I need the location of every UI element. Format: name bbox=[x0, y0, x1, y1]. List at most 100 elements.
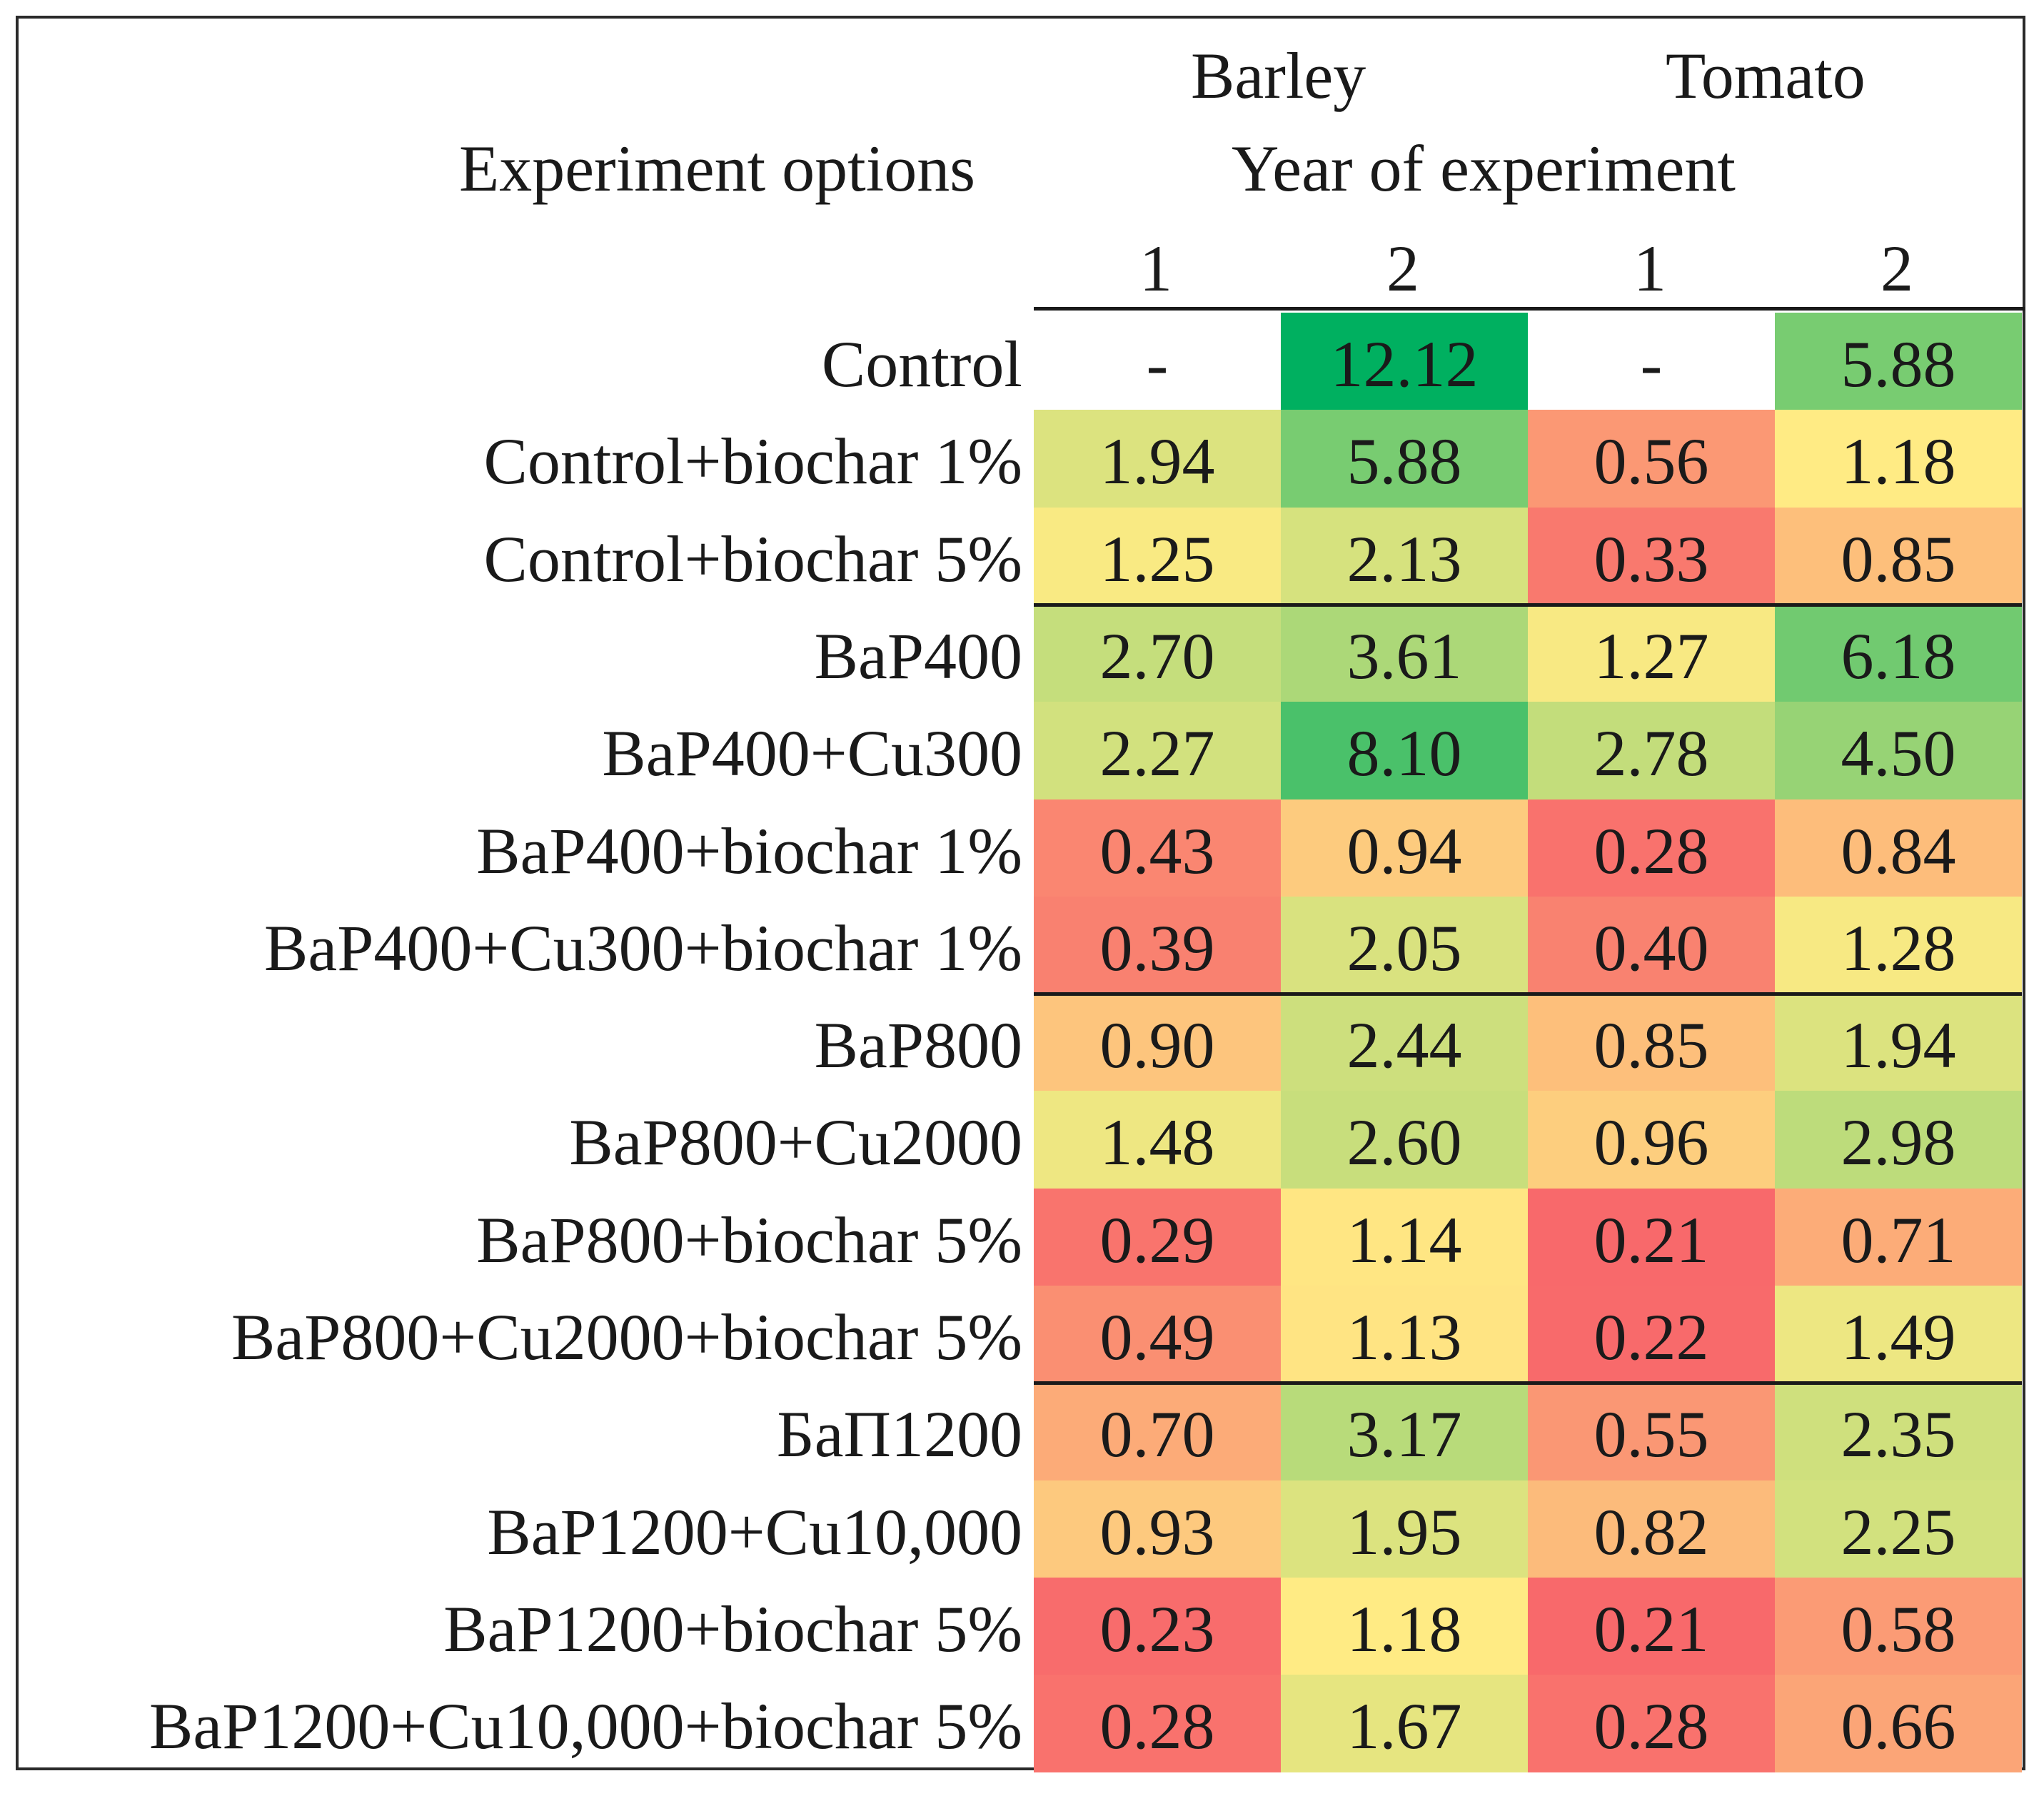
cell-value: 1.95 bbox=[1346, 1495, 1462, 1568]
header-rule bbox=[1034, 307, 2025, 311]
heatmap-cell: 0.28 bbox=[1528, 799, 1775, 897]
heatmap-cell: 4.50 bbox=[1775, 702, 2022, 799]
heatmap-cell: 2.78 bbox=[1528, 702, 1775, 799]
row-label: BaP800 bbox=[814, 1009, 1022, 1082]
heatmap-cell: 5.88 bbox=[1775, 313, 2022, 410]
row-label: BaP1200+Cu10,000+biochar 5% bbox=[149, 1690, 1022, 1763]
heatmap-cell: 0.85 bbox=[1528, 994, 1775, 1091]
heatmap-cell: - bbox=[1034, 313, 1281, 410]
heatmap-cell: 1.28 bbox=[1775, 896, 2022, 994]
heatmap-cell: 0.66 bbox=[1775, 1675, 2022, 1772]
heatmap-cell: 2.27 bbox=[1034, 702, 1281, 799]
cell-value: 0.93 bbox=[1099, 1495, 1215, 1568]
heatmap-cell: 0.28 bbox=[1528, 1675, 1775, 1772]
cell-value: - bbox=[1146, 328, 1169, 400]
cell-value: 4.50 bbox=[1841, 717, 1956, 790]
heatmap-cell: 0.40 bbox=[1528, 896, 1775, 994]
cell-value: 0.90 bbox=[1099, 1009, 1215, 1082]
row-label: БаП1200 bbox=[776, 1398, 1022, 1471]
cell-value: 1.94 bbox=[1099, 425, 1215, 498]
cell-value: 0.21 bbox=[1594, 1203, 1709, 1276]
cell-value: 0.58 bbox=[1841, 1592, 1956, 1665]
cell-value: 0.40 bbox=[1594, 911, 1709, 984]
group-separator bbox=[1034, 992, 2022, 997]
cell-value: 1.48 bbox=[1099, 1106, 1215, 1179]
heatmap-cell: 1.94 bbox=[1034, 410, 1281, 508]
heatmap-cell: 0.56 bbox=[1528, 410, 1775, 508]
row-label: BaP800+Cu2000 bbox=[569, 1106, 1022, 1179]
cell-value: 0.56 bbox=[1594, 425, 1709, 498]
heatmap-cell: 0.49 bbox=[1034, 1286, 1281, 1383]
heatmap-cell: 0.22 bbox=[1528, 1286, 1775, 1383]
heatmap-cell: 0.96 bbox=[1528, 1091, 1775, 1189]
heatmap-cell: 0.94 bbox=[1281, 799, 1528, 897]
heatmap-cell: 3.61 bbox=[1281, 604, 1528, 702]
cell-value: 1.28 bbox=[1841, 911, 1956, 984]
heatmap-cell: 1.27 bbox=[1528, 604, 1775, 702]
heatmap-cell: 1.25 bbox=[1034, 507, 1281, 605]
heatmap-cell: 0.55 bbox=[1528, 1383, 1775, 1481]
cell-value: 5.88 bbox=[1346, 425, 1462, 498]
cell-value: 2.70 bbox=[1099, 619, 1215, 692]
cell-value: 1.67 bbox=[1346, 1690, 1462, 1763]
cell-value: 0.33 bbox=[1594, 522, 1709, 595]
row-label: BaP400 bbox=[814, 619, 1022, 692]
heatmap-cell: 2.25 bbox=[1775, 1480, 2022, 1578]
cell-value: 0.84 bbox=[1841, 814, 1956, 887]
cell-value: 2.44 bbox=[1346, 1009, 1462, 1082]
cell-value: - bbox=[1640, 328, 1663, 400]
cell-value: 1.14 bbox=[1346, 1203, 1462, 1276]
year-label: 2 bbox=[1386, 232, 1419, 305]
heatmap-cell: 6.18 bbox=[1775, 604, 2022, 702]
heatmap-cell: 3.17 bbox=[1281, 1383, 1528, 1481]
row-label: Control bbox=[821, 328, 1022, 400]
heatmap-cell: 0.82 bbox=[1528, 1480, 1775, 1578]
cell-value: 0.85 bbox=[1594, 1009, 1709, 1082]
heatmap-cell: 0.29 bbox=[1034, 1188, 1281, 1286]
row-label: BaP400+Cu300 bbox=[602, 717, 1022, 790]
heatmap-cell: 1.18 bbox=[1281, 1577, 1528, 1675]
heatmap-cell: 1.94 bbox=[1775, 994, 2022, 1091]
row-label: Control+biochar 1% bbox=[483, 425, 1022, 498]
heatmap-cell: 0.93 bbox=[1034, 1480, 1281, 1578]
cell-value: 0.28 bbox=[1594, 1690, 1709, 1763]
heatmap-cell: 2.35 bbox=[1775, 1383, 2022, 1481]
cell-value: 0.28 bbox=[1594, 814, 1709, 887]
cell-value: 12.12 bbox=[1330, 328, 1479, 400]
cell-value: 3.17 bbox=[1346, 1398, 1462, 1471]
cell-value: 2.27 bbox=[1099, 717, 1215, 790]
heatmap-cell: 8.10 bbox=[1281, 702, 1528, 799]
cell-value: 0.85 bbox=[1841, 522, 1956, 595]
group-separator bbox=[1034, 602, 2022, 607]
cell-value: 0.70 bbox=[1099, 1398, 1215, 1471]
cell-value: 0.29 bbox=[1099, 1203, 1215, 1276]
heatmap-cell: 0.85 bbox=[1775, 507, 2022, 605]
heatmap-cell: 0.70 bbox=[1034, 1383, 1281, 1481]
cell-value: 2.05 bbox=[1346, 911, 1462, 984]
heatmap-cell: 0.23 bbox=[1034, 1577, 1281, 1675]
heatmap-cell: 5.88 bbox=[1281, 410, 1528, 508]
heatmap-cell: 1.14 bbox=[1281, 1188, 1528, 1286]
cell-value: 0.71 bbox=[1841, 1203, 1956, 1276]
cell-value: 8.10 bbox=[1346, 717, 1462, 790]
cell-value: 1.49 bbox=[1841, 1301, 1956, 1373]
year-label: 1 bbox=[1139, 232, 1172, 305]
heatmap-cell: 2.98 bbox=[1775, 1091, 2022, 1189]
heatmap-cell: 1.48 bbox=[1034, 1091, 1281, 1189]
row-label: Control+biochar 5% bbox=[483, 522, 1022, 595]
cell-value: 0.49 bbox=[1099, 1301, 1215, 1373]
heatmap-cell: - bbox=[1528, 313, 1775, 410]
cell-value: 1.18 bbox=[1346, 1592, 1462, 1665]
cell-value: 2.60 bbox=[1346, 1106, 1462, 1179]
heatmap-cell: 1.13 bbox=[1281, 1286, 1528, 1383]
row-label: BaP800+biochar 5% bbox=[476, 1203, 1022, 1276]
cell-value: 0.39 bbox=[1099, 911, 1215, 984]
heatmap-cell: 1.95 bbox=[1281, 1480, 1528, 1578]
heatmap-cell: 0.90 bbox=[1034, 994, 1281, 1091]
cell-value: 1.25 bbox=[1099, 522, 1215, 595]
cell-value: 5.88 bbox=[1841, 328, 1956, 400]
cell-value: 2.25 bbox=[1841, 1495, 1956, 1568]
crop-header-tomato: Tomato bbox=[1666, 39, 1866, 112]
row-header: Experiment options bbox=[459, 132, 976, 205]
row-label: BaP800+Cu2000+biochar 5% bbox=[231, 1301, 1022, 1373]
